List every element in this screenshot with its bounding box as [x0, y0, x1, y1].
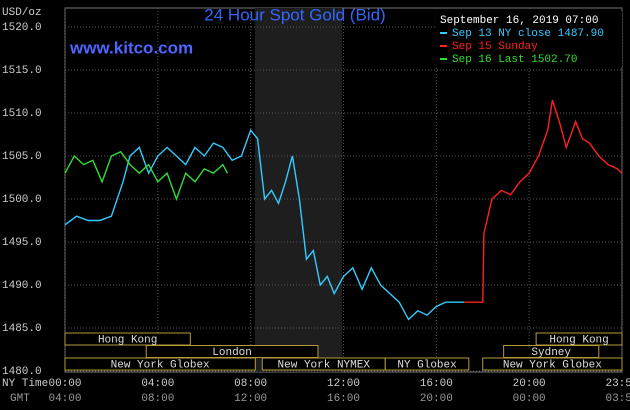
y-tick-label: 1485.0 [2, 323, 42, 335]
x-tick-label: 12:00 [327, 378, 360, 390]
session-label: New York NYMEX [278, 359, 371, 371]
y-axis-label: USD/oz [2, 7, 42, 19]
x-tick-label: 20:00 [513, 378, 546, 390]
x2-tick-label: 12:00 [234, 393, 267, 405]
y-tick-label: 1495.0 [2, 237, 42, 249]
session-bar [64, 357, 256, 371]
y-tick-label: 1505.0 [2, 151, 42, 163]
session-label: Hong Kong [98, 334, 157, 346]
x2-axis-label: GMT [10, 393, 30, 405]
site-label: www.kitco.com [69, 38, 193, 57]
session-label: New York Globex [503, 359, 602, 371]
x-axis-label: NY Time [2, 378, 48, 390]
session-bar [64, 332, 191, 346]
x2-tick-label: 03:59 [605, 393, 630, 405]
session-label: NY Globex [397, 359, 457, 371]
x-tick-label: 08:00 [234, 378, 267, 390]
session-label: New York Globex [111, 359, 210, 371]
chart-title: 24 Hour Spot Gold (Bid) [204, 5, 385, 24]
x-tick-label: 23:59 [605, 378, 630, 390]
y-tick-label: 1520.0 [2, 22, 42, 34]
x2-tick-label: 16:00 [327, 393, 360, 405]
legend-label: Sep 15 Sunday [452, 41, 538, 53]
x-tick-label: 00:00 [48, 378, 81, 390]
y-tick-label: 1480.0 [2, 366, 42, 378]
x2-tick-label: 00:00 [513, 393, 546, 405]
x2-tick-label: 08:00 [141, 393, 174, 405]
session-bar [384, 357, 470, 371]
x2-tick-label: 20:00 [420, 393, 453, 405]
x2-tick-label: 04:00 [48, 393, 81, 405]
x-tick-label: 16:00 [420, 378, 453, 390]
session-bar [482, 357, 623, 371]
y-tick-label: 1490.0 [2, 280, 42, 292]
legend [436, 11, 622, 67]
price-line [464, 99, 623, 303]
y-tick-label: 1500.0 [2, 194, 42, 206]
session-label: Hong Kong [549, 334, 608, 346]
legend-label: Sep 13 NY close 1487.90 [452, 28, 604, 40]
session-label: London [212, 347, 252, 359]
timestamp: September 16, 2019 07:00 [440, 15, 598, 27]
x-tick-label: 04:00 [141, 378, 174, 390]
y-tick-label: 1510.0 [2, 108, 42, 120]
price-line [64, 150, 229, 202]
legend-label: Sep 16 Last 1502.70 [452, 54, 577, 66]
y-tick-label: 1515.0 [2, 65, 42, 77]
session-label: Sydney [531, 347, 571, 359]
price-line [64, 128, 465, 321]
